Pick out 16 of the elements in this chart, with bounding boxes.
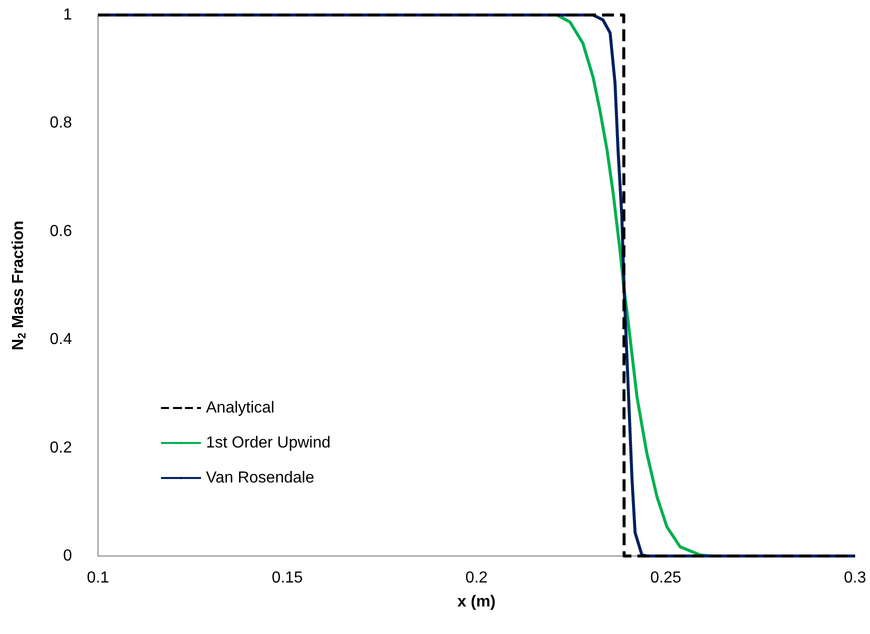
x-axis-title: x (m) [457, 594, 496, 610]
x-tick-label: 0.3 [844, 570, 866, 586]
legend-label: Van Rosendale [206, 470, 314, 486]
x-tick-label: 0.1 [86, 570, 110, 586]
legend-label: 1st Order Upwind [206, 434, 330, 452]
y-tick-label: 0.4 [50, 331, 72, 348]
x-tick-label: 0.15 [272, 570, 303, 586]
y-tick-label: 0.6 [50, 222, 72, 240]
y-tick-label: 0.8 [50, 114, 72, 132]
y-tick-label: 0 [63, 548, 72, 564]
x-tick-label: 0.25 [650, 570, 682, 586]
legend-label: Analytical [206, 400, 274, 416]
y-axis-title: N2 Mass Fraction [10, 220, 28, 350]
y-tick-label: 1 [63, 6, 72, 24]
y-tick-label: 0.2 [50, 439, 72, 456]
x-tick-label: 0.2 [465, 570, 488, 586]
